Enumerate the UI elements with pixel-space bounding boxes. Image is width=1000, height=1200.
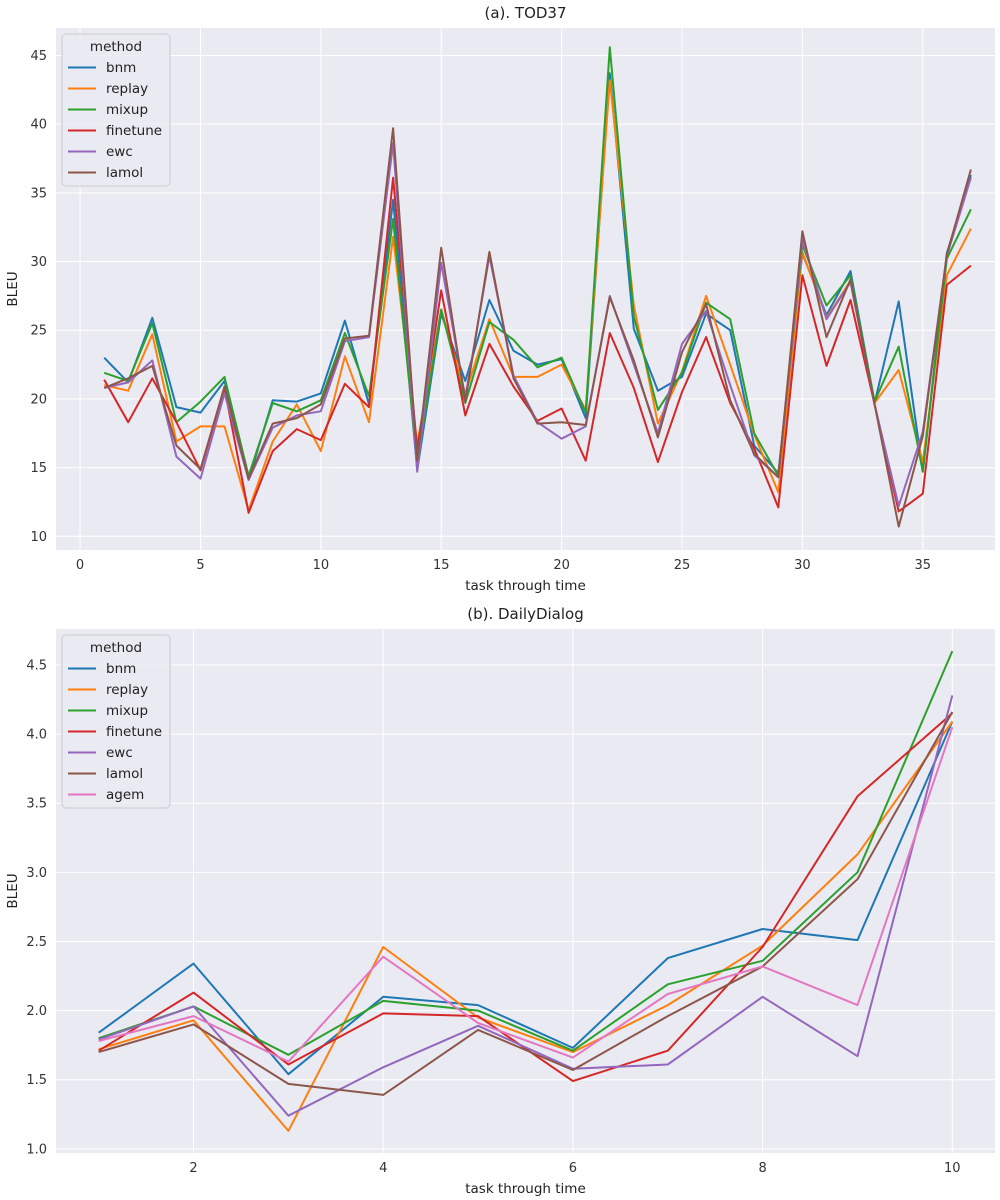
legend-dailydialog: method bnm replay mixup finetune ewc lamol agem: [61, 634, 171, 809]
legend-frame: [61, 634, 171, 809]
plot-area-dailydialog: [56, 629, 995, 1153]
x-tick-label: 30: [794, 558, 811, 573]
legend-label-finetune: finetune: [106, 123, 162, 139]
series-line-bnm: [98, 721, 954, 1076]
y-tick-label: 40: [30, 118, 47, 133]
legend-frame: [61, 33, 171, 187]
legend-label-agem: agem: [106, 787, 144, 803]
y-tick-label: 10: [30, 530, 47, 545]
legend-label-lamol: lamol: [106, 165, 143, 181]
series-line-ewc: [98, 695, 954, 1117]
x-tick-label: 35: [914, 558, 931, 573]
chart-title-tod37: (a). TOD37: [484, 4, 566, 22]
x-tick-label: 0: [76, 558, 84, 573]
legend-label-replay: replay: [106, 81, 148, 97]
x-tick-label: 10: [313, 558, 330, 573]
y-tick-label: 2.0: [26, 1004, 47, 1019]
y-axis-label-tod37: BLEU: [5, 271, 21, 306]
y-tick-label: 4.0: [26, 728, 47, 743]
x-axis-label-dailydialog: task through time: [465, 1181, 586, 1197]
legend-label-ewc: ewc: [106, 144, 133, 160]
y-tick-label: 45: [30, 49, 47, 64]
legend-tod37: method bnm replay mixup finetune ewc lamol: [61, 33, 171, 187]
y-tick-label: 4.5: [26, 658, 47, 673]
y-tick-label: 3.0: [26, 866, 47, 881]
y-tick-label: 30: [30, 255, 47, 270]
y-tick-label: 1.0: [26, 1142, 47, 1157]
tick-labels-dailydialog: 2 4 6 8 10 1.0 1.5 2.0 2.5 3.0 3.5 4.0 4.5: [26, 658, 960, 1176]
legend-label-mixup: mixup: [106, 703, 148, 719]
y-tick-label: 35: [30, 186, 47, 201]
x-axis-label-tod37: task through time: [465, 578, 586, 594]
legend-label-replay: replay: [106, 682, 148, 698]
y-tick-label: 25: [30, 324, 47, 339]
series-line-lamol: [98, 711, 954, 1096]
legend-label-lamol: lamol: [106, 766, 143, 782]
series-line-agem: [98, 726, 954, 1063]
series-lines-tod37: [103, 46, 972, 528]
x-tick-label: 6: [569, 1161, 577, 1176]
x-tick-label: 5: [196, 558, 204, 573]
chart-tod37: 0 5 10 15 20 25 30 35 10 15 20 25 30 35 40 45 (a). TOD3…: [5, 4, 995, 594]
x-tick-label: 20: [553, 558, 570, 573]
legend-title: method: [90, 39, 142, 55]
x-tick-label: 15: [433, 558, 450, 573]
legend-label-finetune: finetune: [106, 724, 162, 740]
y-tick-label: 15: [30, 461, 47, 476]
x-tick-label: 10: [944, 1161, 961, 1176]
x-tick-label: 4: [379, 1161, 387, 1176]
x-tick-label: 8: [758, 1161, 766, 1176]
legend-label-bnm: bnm: [106, 60, 136, 76]
y-tick-label: 20: [30, 392, 47, 407]
series-lines-dailydialog: [98, 650, 954, 1132]
legend-title: method: [90, 640, 142, 656]
x-tick-label: 25: [674, 558, 691, 573]
y-tick-label: 2.5: [26, 935, 47, 950]
chart-dailydialog: 2 4 6 8 10 1.0 1.5 2.0 2.5 3.0 3.5 4.0 4.5 (b). Dail…: [5, 605, 995, 1197]
legend-label-bnm: bnm: [106, 661, 136, 677]
x-tick-label: 2: [189, 1161, 197, 1176]
y-tick-label: 1.5: [26, 1073, 47, 1088]
series-line-finetune: [98, 712, 953, 1083]
y-axis-label-dailydialog: BLEU: [5, 873, 21, 908]
y-tick-label: 3.5: [26, 797, 47, 812]
series-line-mixup: [98, 650, 954, 1056]
grid-dailydialog: [56, 629, 995, 1153]
series-line-lamol: [103, 127, 972, 528]
legend-label-ewc: ewc: [106, 745, 133, 761]
legend-label-mixup: mixup: [106, 102, 148, 118]
chart-title-dailydialog: (b). DailyDialog: [467, 605, 584, 623]
tick-labels-tod37: 0 5 10 15 20 25 30 35 10 15 20 25 30 35 40 45: [30, 49, 931, 573]
series-line-replay: [98, 721, 954, 1132]
